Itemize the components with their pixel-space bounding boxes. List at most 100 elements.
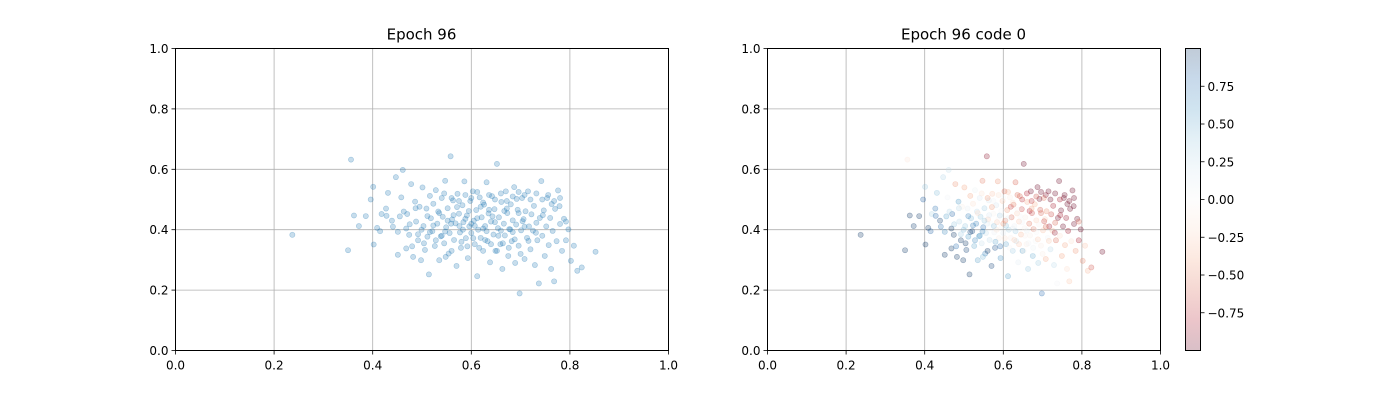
scatter-point-colored (1077, 226, 1084, 233)
scatter-point-colored (946, 208, 953, 215)
scatter-point-colored (1020, 247, 1027, 254)
scatter-point (486, 192, 492, 198)
scatter-point (474, 273, 481, 280)
scatter-point (477, 234, 484, 241)
scatter-point-colored (984, 247, 991, 254)
scatter-point (415, 231, 421, 238)
scatter-point (426, 229, 433, 236)
scatter-point (525, 188, 531, 195)
colorbar-tick-label: 0.00 (1208, 193, 1235, 207)
colorbar-tick-label: 0.75 (1208, 80, 1235, 94)
scatter-point (494, 160, 500, 167)
scatter-point-colored (1058, 207, 1064, 214)
scatter-point-colored (932, 212, 939, 219)
scatter-point (392, 174, 399, 181)
scatter-point-colored (1056, 232, 1063, 239)
scatter-point-colored (1028, 198, 1035, 204)
colorbar-ticks: −0.75 −0.50 −0.25 0.00 0.25 0.50 0.75 (1200, 80, 1244, 320)
scatter-point (548, 266, 555, 272)
scatter-point-colored (1012, 179, 1019, 186)
scatter-point (524, 234, 530, 241)
y-tick-label: 1.0 (149, 42, 168, 56)
scatter-point (424, 213, 431, 220)
scatter-point (420, 223, 427, 229)
scatter-point-colored (1028, 205, 1035, 212)
scatter-point-colored (1044, 234, 1051, 241)
scatter-point-colored (1075, 218, 1082, 225)
scatter-point (466, 223, 473, 230)
scatter-point (462, 235, 469, 242)
scatter-point-colored (1016, 241, 1022, 248)
scatter-point (471, 222, 478, 229)
scatter-point-colored (996, 235, 1002, 242)
scatter-point-colored (985, 197, 992, 204)
scatter-point-colored (998, 208, 1005, 214)
scatter-point (383, 205, 389, 212)
scatter-point-colored (1042, 192, 1049, 198)
scatter-point (501, 208, 508, 214)
scatter-point-colored (953, 243, 960, 250)
scatter-point-colored (995, 192, 1002, 198)
scatter-point-colored (906, 212, 913, 219)
scatter-point-colored (996, 212, 1003, 219)
y-tick-label: 0.0 (149, 344, 168, 358)
scatter-point (514, 206, 521, 213)
scatter-point (446, 230, 453, 236)
scatter-point (487, 259, 493, 266)
scatter-point (559, 247, 565, 254)
scatter-point-colored (1056, 196, 1063, 203)
y-tick-label: 0.6 (149, 163, 168, 177)
scatter-point (497, 190, 504, 197)
scatter-point-colored (966, 271, 973, 278)
scatter-point (527, 196, 534, 203)
scatter-point-colored (1011, 237, 1018, 243)
scatter-point-colored (1025, 240, 1032, 247)
scatter-point (458, 244, 464, 251)
scatter-point (531, 202, 537, 209)
scatter-point-colored (1046, 223, 1053, 230)
scatter-point (422, 247, 428, 253)
x-tick-label: 0.4 (363, 359, 382, 373)
scatter-point (467, 198, 474, 204)
scatter-point (430, 200, 437, 207)
scatter-point (469, 188, 476, 195)
scatter-point-colored (955, 198, 962, 205)
scatter-point (419, 184, 426, 191)
scatter-point (501, 232, 508, 239)
scatter-point-colored (1021, 225, 1028, 232)
scatter-point-colored (968, 215, 974, 222)
scatter-point-colored (1099, 248, 1106, 255)
scatter-point-colored (1067, 205, 1074, 212)
scatter-point (451, 237, 457, 243)
scatter-point-colored (1020, 160, 1027, 167)
scatter-point (563, 237, 569, 244)
y-tick-label: 0.0 (741, 344, 760, 358)
scatter-point (412, 205, 419, 212)
scatter-point-colored (993, 226, 1000, 233)
scatter-point (551, 278, 558, 285)
scatter-point-colored (977, 213, 984, 220)
scatter-point (544, 195, 551, 201)
scatter-point (490, 231, 497, 238)
scatter-point (403, 245, 410, 252)
scatter-point-colored (1065, 228, 1072, 234)
scatter-point (447, 153, 454, 160)
scatter-point (574, 267, 581, 274)
scatter-point (497, 227, 504, 234)
scatter-point (436, 210, 443, 216)
scatter-point (521, 223, 528, 230)
scatter-point (495, 232, 502, 239)
scatter-point-colored (1032, 238, 1039, 245)
scatter-point-colored (1022, 232, 1028, 239)
scatter-point-colored (954, 253, 960, 260)
scatter-point-colored (1027, 188, 1034, 195)
scatter-point (532, 229, 539, 236)
scatter-point (505, 253, 512, 259)
scatter-point (406, 221, 413, 228)
scatter-point (448, 247, 455, 254)
scatter-point (424, 233, 431, 240)
scatter-point-colored (1036, 195, 1043, 202)
scatter-point-colored (1082, 242, 1088, 249)
scatter-point-colored (1038, 210, 1044, 216)
scatter-point-colored (941, 228, 948, 235)
